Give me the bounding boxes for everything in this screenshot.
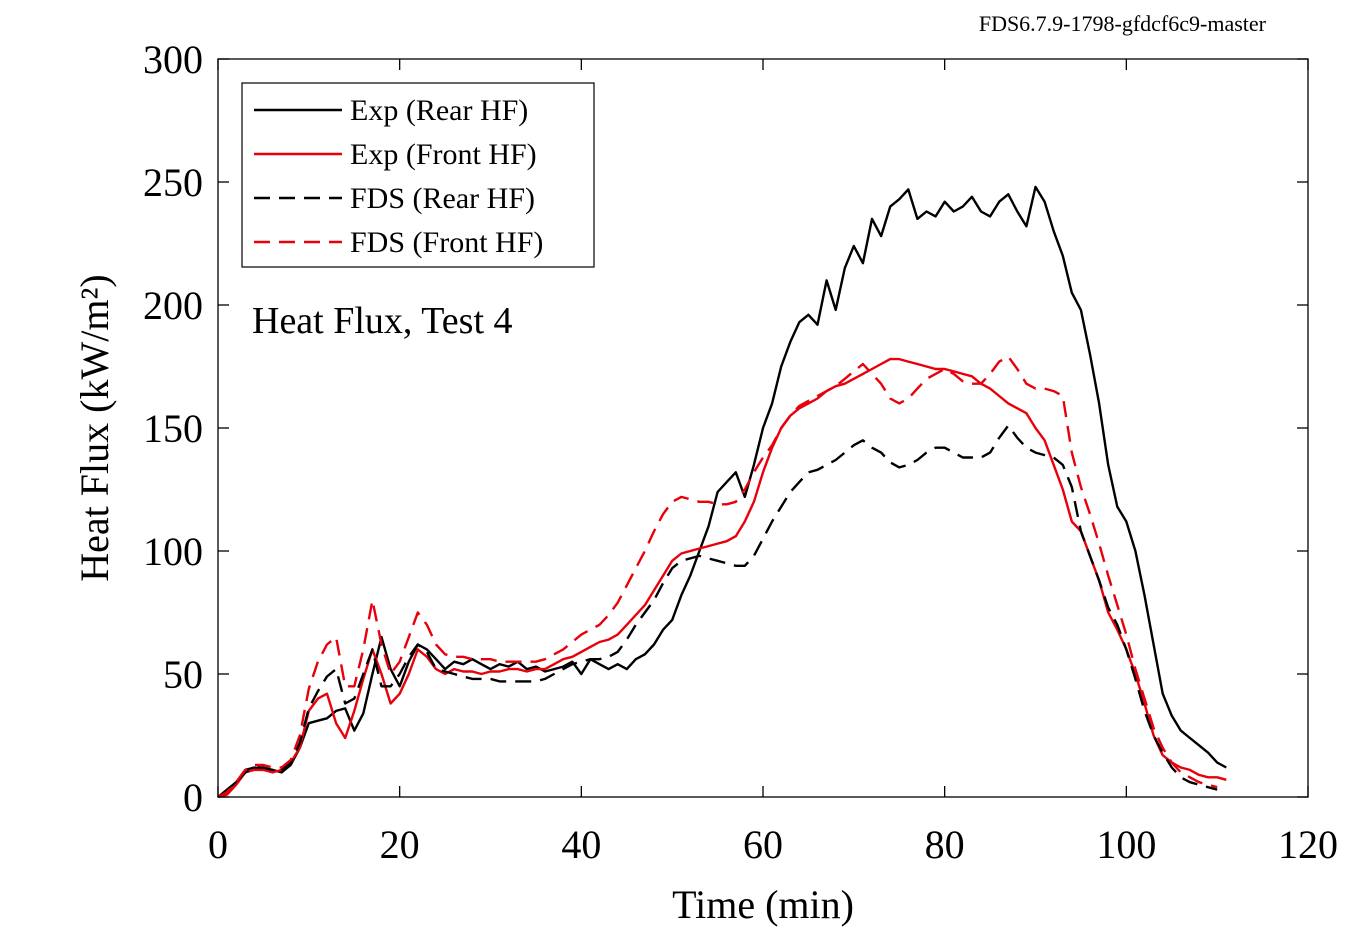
version-label: FDS6.7.9-1798-gfdcf6c9-master — [979, 11, 1267, 36]
series-line-0 — [217, 185, 1227, 798]
series-line-3 — [217, 355, 1218, 799]
legend: Exp (Rear HF) Exp (Front HF) FDS (Rear HF)… — [241, 82, 595, 268]
chart-title: Heat Flux, Test 4 — [252, 300, 513, 342]
x-tick-label: 40 — [561, 822, 601, 867]
legend-label: FDS (Rear HF) — [350, 182, 535, 215]
series-line-1 — [217, 357, 1227, 799]
x-tick-label: 80 — [925, 822, 965, 867]
y-tick-label: 150 — [143, 406, 203, 451]
y-tick-label: 250 — [143, 160, 203, 205]
legend-label: Exp (Rear HF) — [350, 94, 528, 127]
x-tick-label: 0 — [208, 822, 228, 867]
x-tick-label: 120 — [1278, 822, 1338, 867]
x-tick-label: 20 — [380, 822, 420, 867]
x-tick-label: 60 — [743, 822, 783, 867]
y-tick-label: 50 — [163, 652, 203, 697]
legend-label: FDS (Front HF) — [350, 226, 543, 259]
y-tick-label: 100 — [143, 529, 203, 574]
series-line-2 — [217, 424, 1218, 799]
y-tick-label: 200 — [143, 283, 203, 328]
series-layer — [217, 185, 1227, 799]
legend-box — [241, 82, 595, 268]
x-tick-label: 100 — [1096, 822, 1156, 867]
legend-label: Exp (Front HF) — [350, 138, 537, 171]
axes: 0 20 40 60 80 100 120 0 50 100 150 200 250 300 — [143, 37, 1338, 867]
x-axis-label: Time (min) — [672, 882, 854, 927]
y-tick-label: 300 — [143, 37, 203, 82]
y-tick-label: 0 — [183, 775, 203, 820]
y-axis-label: Heat Flux (kW/m²) — [72, 274, 117, 581]
